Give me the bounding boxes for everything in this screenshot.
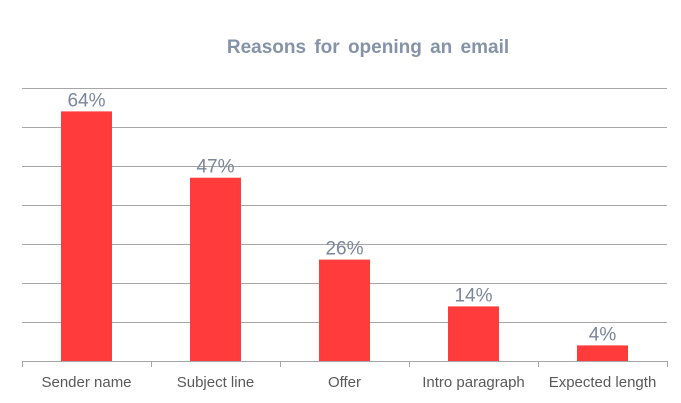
data-label: 14% bbox=[454, 285, 492, 306]
data-labels: 64% 47% 26% 14% 4% bbox=[67, 90, 616, 345]
category-label: Offer bbox=[328, 374, 361, 391]
category-label: Intro paragraph bbox=[422, 374, 525, 391]
x-axis: Sender name Subject line Offer Intro paragr… bbox=[22, 361, 668, 391]
category-label: Sender name bbox=[41, 374, 131, 391]
category-label: Subject line bbox=[177, 374, 255, 391]
bar bbox=[319, 259, 370, 361]
bar bbox=[190, 177, 241, 361]
data-label: 47% bbox=[196, 157, 234, 178]
category-label: Expected length bbox=[549, 374, 657, 391]
bar bbox=[448, 306, 499, 361]
bar bbox=[577, 345, 628, 361]
data-label: 26% bbox=[325, 239, 363, 260]
bar bbox=[61, 111, 112, 362]
data-label: 64% bbox=[67, 90, 105, 111]
gridlines bbox=[22, 88, 667, 323]
chart-title: Reasons for opening an email bbox=[227, 37, 509, 58]
data-label: 4% bbox=[589, 324, 617, 345]
bars bbox=[61, 111, 628, 362]
